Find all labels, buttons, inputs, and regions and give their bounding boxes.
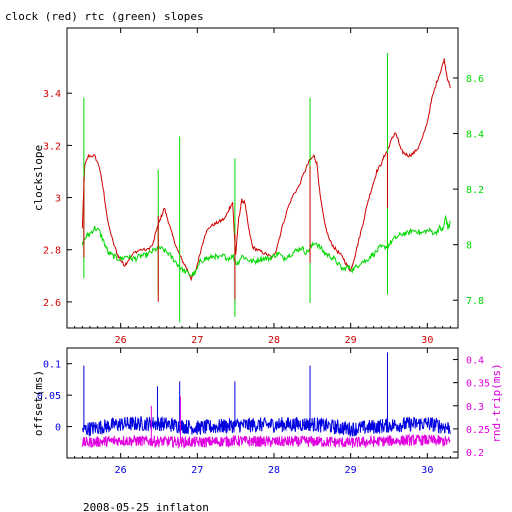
lower-y2-tick-label: 0.35 (466, 379, 490, 390)
main-x-tick-label: 26 (115, 335, 127, 346)
lower-y2-axis-label: rnd-trip(ms) (490, 363, 503, 442)
main-y2-tick-label: 8.4 (466, 130, 484, 141)
main-series-rtc (81, 214, 451, 277)
main-y-tick-label: 2.6 (43, 298, 61, 309)
lower-y2-tick-label: 0.4 (466, 356, 484, 367)
main-series-clock (81, 58, 451, 282)
main-x-tick-label: 28 (268, 335, 280, 346)
lower-y-axis-label: offset(ms) (32, 370, 45, 436)
lower-x-tick-label: 29 (345, 465, 357, 476)
footer-label: 2008-05-25 inflaton (83, 501, 209, 512)
lower-x-tick-label: 26 (115, 465, 127, 476)
main-y2-tick-label: 8 (466, 241, 472, 252)
main-x-tick-label: 30 (421, 335, 433, 346)
main-y-tick-label: 3.4 (43, 89, 61, 100)
lower-x-tick-label: 30 (421, 465, 433, 476)
main-y2-tick-label: 7.8 (466, 296, 484, 307)
lower-x-tick-label: 27 (191, 465, 203, 476)
lower-y2-tick-label: 0.3 (466, 402, 484, 413)
main-y-tick-label: 3 (55, 194, 61, 205)
lower-y2-tick-label: 0.25 (466, 425, 490, 436)
lower-series-offset (82, 416, 451, 437)
lower-y-tick-label: 0.05 (37, 391, 61, 402)
main-y-tick-label: 2.8 (43, 246, 61, 257)
chart-title: clock (red) rtc (green) slopes (5, 10, 204, 23)
main-x-tick-label: 27 (191, 335, 203, 346)
lower-y-tick-label: 0.1 (43, 360, 61, 371)
main-y2-tick-label: 8.2 (466, 185, 484, 196)
lower-series-rnd-trip (81, 433, 451, 450)
lower-x-tick-label: 28 (268, 465, 280, 476)
main-y2-tick-label: 8.6 (466, 74, 484, 85)
main-plot-frame (66, 27, 459, 329)
lower-y-tick-label: 0 (55, 423, 61, 434)
lower-plot-frame (66, 347, 459, 459)
lower-y2-tick-label: 0.2 (466, 448, 484, 459)
main-x-tick-label: 29 (345, 335, 357, 346)
main-y-tick-label: 3.2 (43, 141, 61, 152)
main-y-axis-label: clockslope (32, 145, 45, 211)
